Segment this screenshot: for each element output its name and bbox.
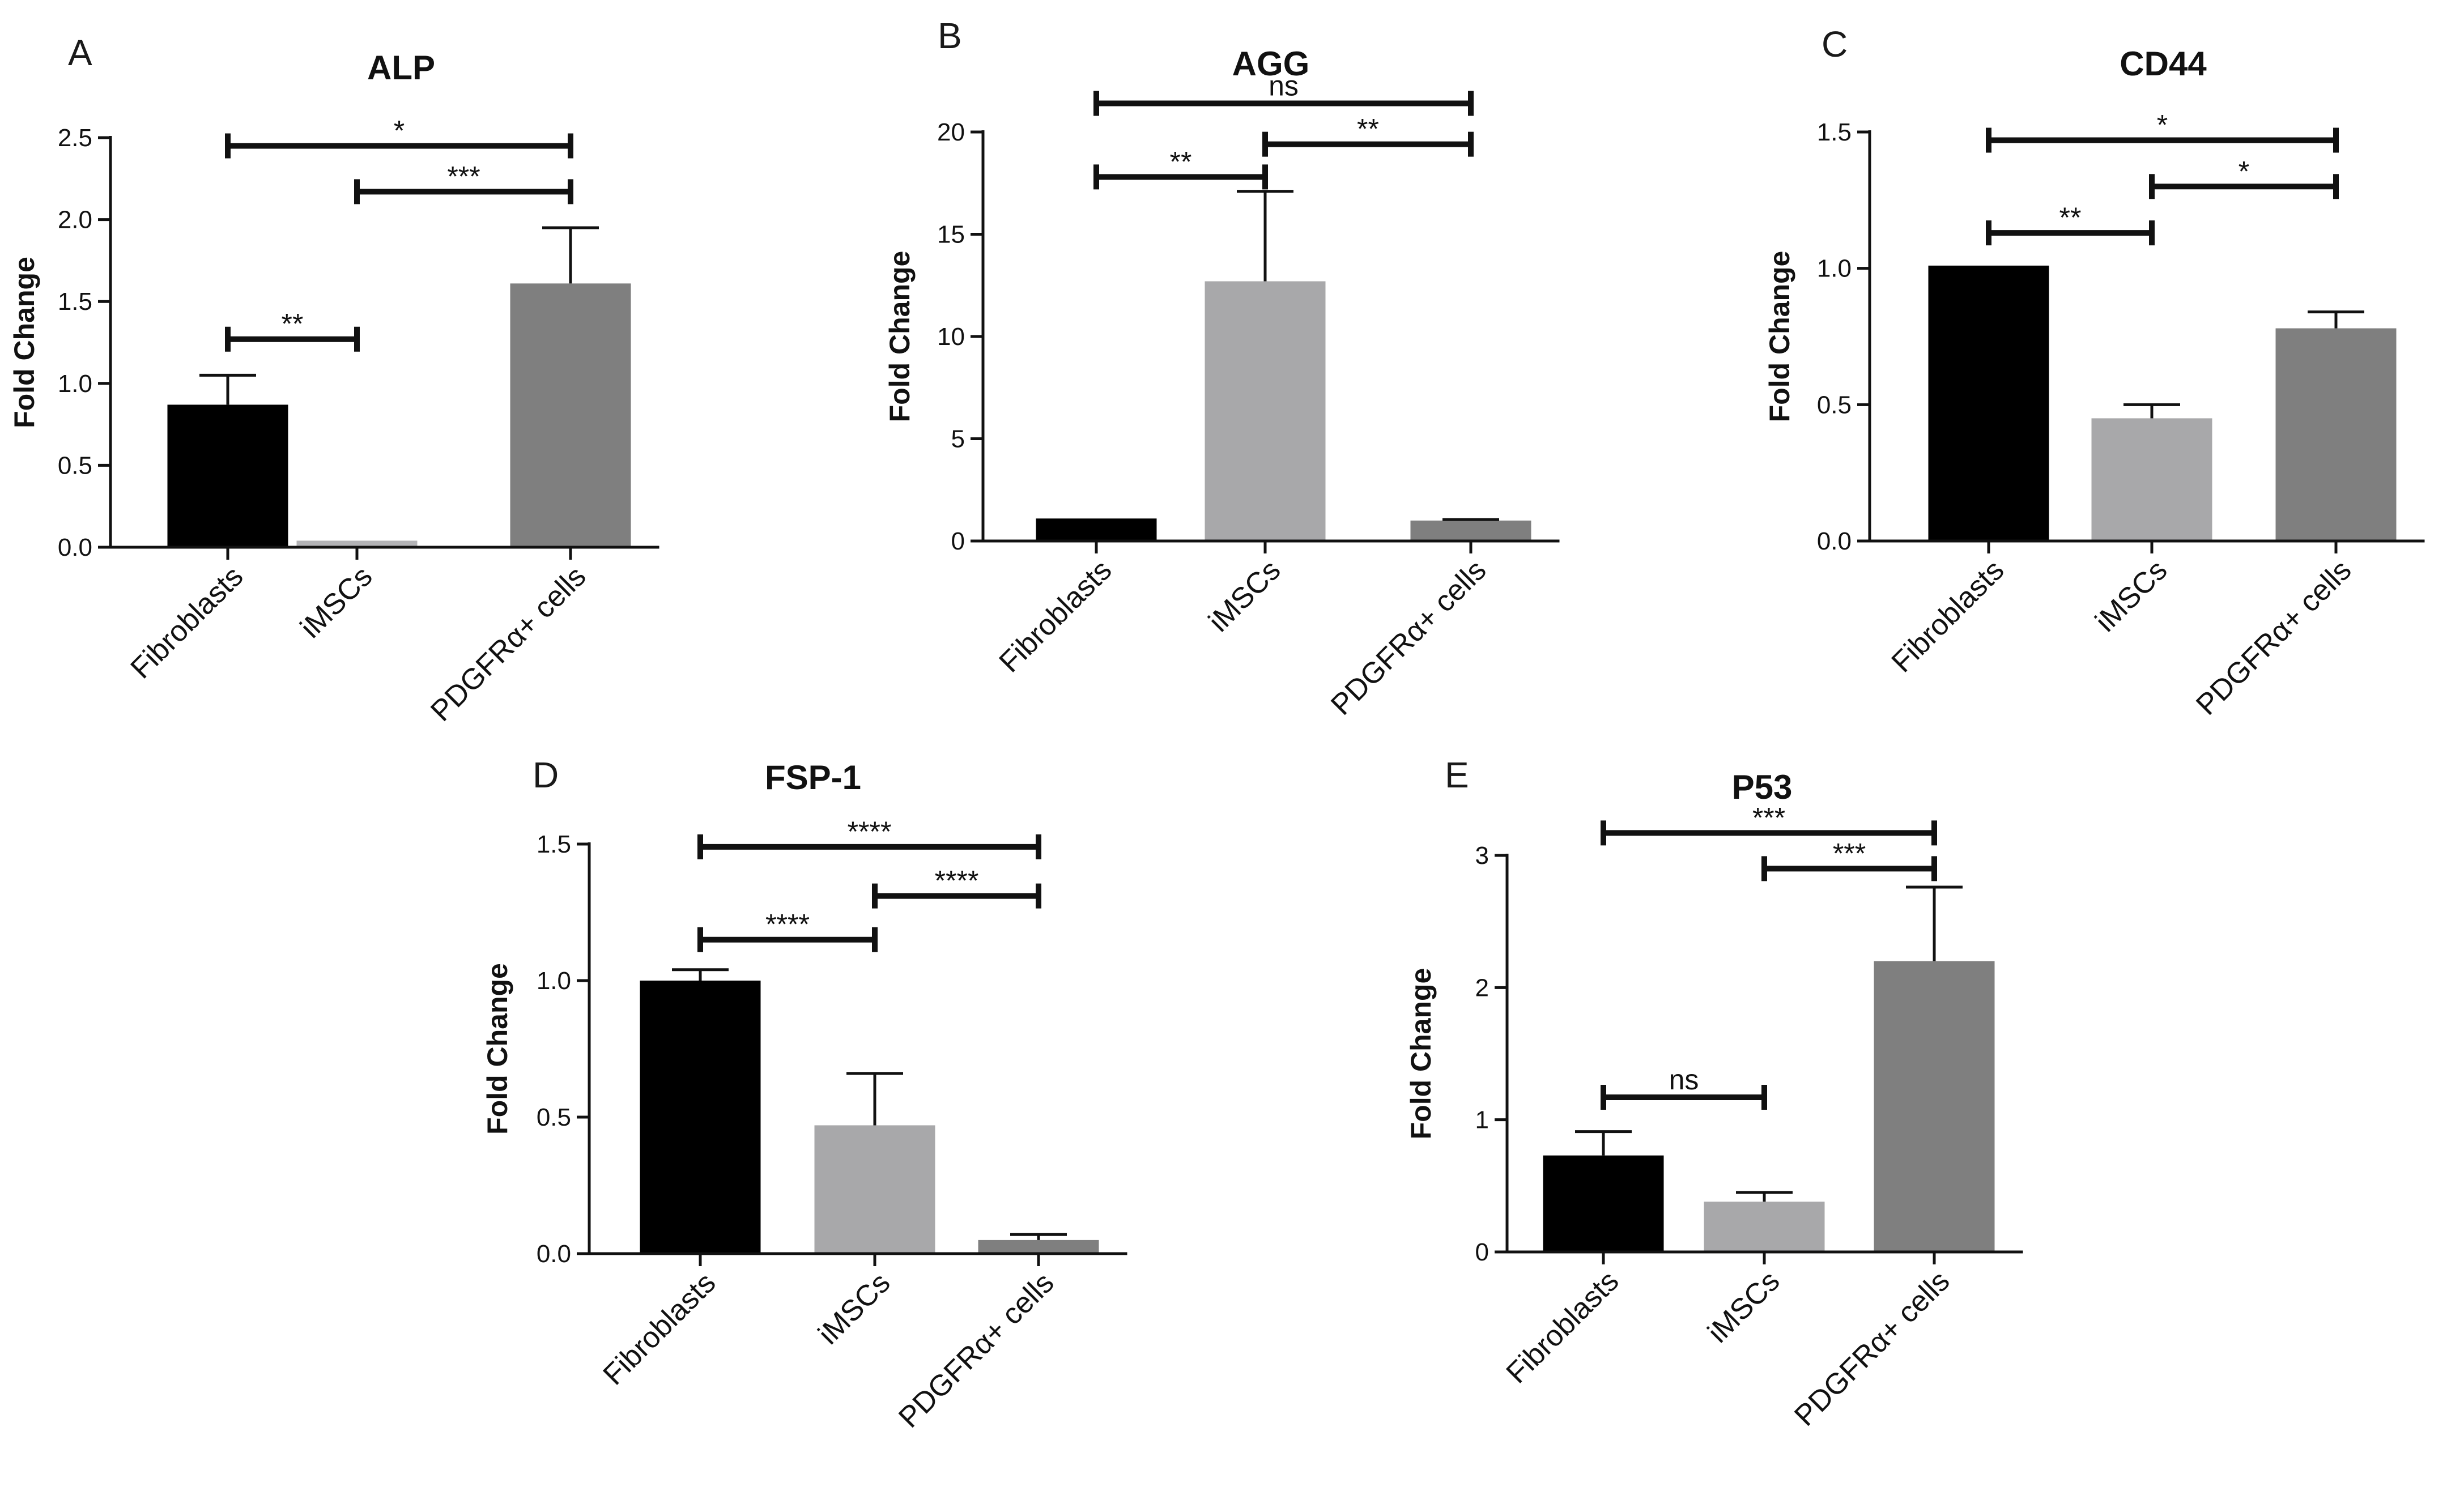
y-tick-label: 1.5 — [58, 288, 92, 316]
significance-label: * — [2239, 155, 2249, 187]
category-label: iMSCs — [294, 560, 378, 644]
category-label: iMSCs — [2089, 553, 2173, 638]
significance-label: ** — [2059, 202, 2082, 233]
chart-panel-b: B AGG Fold Change 0 5 10 15 20 Fibroblasts iMSCs P… — [884, 15, 1560, 722]
chart-panel-a: A ALP Fold Change 0.0 0.5 1.0 1.5 2.0 2.5 Fibrobl… — [8, 32, 659, 728]
significance-label: ** — [1357, 113, 1379, 145]
category-label: Fibroblasts — [1886, 553, 2011, 679]
y-tick-label: 0.5 — [58, 451, 92, 479]
y-axis-label: Fold Change — [884, 251, 916, 423]
y-tick-label: 1.0 — [58, 370, 92, 398]
category-label: iMSCs — [1701, 1264, 1786, 1349]
significance-label: * — [394, 114, 405, 146]
category-label: Fibroblasts — [1500, 1264, 1625, 1390]
category-label: iMSCs — [1202, 553, 1287, 638]
category-label: PDGFRα+ cells — [2190, 553, 2357, 721]
bar-a-1 — [296, 540, 418, 547]
bar-e-1 — [1704, 1202, 1825, 1252]
y-axis-label: Fold Change — [8, 257, 40, 428]
bar-b-0 — [1036, 518, 1157, 541]
significance-label: **** — [935, 865, 979, 897]
panel-letter: B — [938, 15, 962, 56]
significance-label: *** — [1752, 802, 1785, 833]
y-tick-label: 2.0 — [58, 206, 92, 234]
significance-label: **** — [765, 909, 810, 940]
panel-letter: C — [1822, 24, 1848, 65]
significance-label: ** — [1170, 146, 1192, 177]
bar-c-1 — [2091, 418, 2212, 541]
significance-label: *** — [447, 160, 480, 192]
y-tick-label: 2 — [1475, 974, 1489, 1002]
chart-panel-d: D FSP-1 Fold Change 0.0 0.5 1.0 1.5 Fibroblasts… — [482, 755, 1127, 1434]
bar-e-2 — [1874, 961, 1995, 1252]
chart-title: P53 — [1732, 768, 1793, 806]
significance-label: ns — [1669, 1064, 1699, 1096]
y-tick-label: 1.5 — [537, 830, 571, 858]
bar-e-0 — [1543, 1155, 1664, 1252]
category-label: Fibroblasts — [993, 553, 1118, 679]
y-tick-label: 5 — [951, 425, 965, 453]
bar-d-0 — [640, 981, 761, 1254]
panel-letter: D — [533, 755, 559, 795]
y-tick-label: 1.5 — [1817, 118, 1852, 146]
panel-letter: A — [68, 32, 92, 73]
chart-panel-c: C CD44 Fold Change 0.0 0.5 1.0 1.5 Fibroblasts i… — [1764, 24, 2425, 722]
chart-panel-e: E P53 Fold Change 0 1 2 3 Fibroblasts iMSCs PDGFR… — [1405, 755, 2023, 1433]
bar-d-1 — [814, 1125, 935, 1254]
category-label: iMSCs — [812, 1266, 896, 1351]
bar-c-2 — [2275, 328, 2397, 541]
significance-label: **** — [848, 816, 892, 847]
panel-letter: E — [1445, 755, 1469, 795]
bar-d-2 — [978, 1239, 1099, 1254]
category-label: PDGFRα+ cells — [892, 1266, 1060, 1434]
y-axis-label: Fold Change — [482, 963, 513, 1135]
y-tick-label: 0.5 — [1817, 391, 1852, 419]
y-tick-label: 15 — [937, 221, 965, 249]
category-label: PDGFRα+ cells — [1788, 1264, 1956, 1432]
y-tick-label: 10 — [937, 323, 965, 351]
y-tick-label: 0.5 — [537, 1104, 571, 1131]
category-label: Fibroblasts — [125, 560, 250, 685]
y-tick-label: 20 — [937, 118, 965, 146]
y-tick-label: 0.0 — [58, 534, 92, 561]
y-tick-label: 0.0 — [537, 1240, 571, 1268]
category-label: PDGFRα+ cells — [1325, 553, 1492, 721]
chart-title: FSP-1 — [765, 759, 861, 796]
chart-title: ALP — [367, 49, 435, 87]
significance-label: *** — [1833, 837, 1866, 869]
y-tick-label: 0 — [1475, 1238, 1489, 1266]
category-label: Fibroblasts — [597, 1266, 722, 1391]
bar-a-2 — [510, 283, 631, 547]
category-label: PDGFRα+ cells — [424, 560, 592, 727]
bar-a-0 — [167, 404, 288, 547]
y-tick-label: 3 — [1475, 842, 1489, 870]
y-tick-label: 0.0 — [1817, 527, 1852, 555]
significance-label: ns — [1269, 70, 1299, 101]
y-axis-label: Fold Change — [1405, 968, 1437, 1140]
chart-title: AGG — [1232, 45, 1310, 83]
y-tick-label: 0 — [951, 527, 965, 555]
y-tick-label: 1.0 — [537, 967, 571, 995]
y-tick-label: 1 — [1475, 1106, 1489, 1134]
bar-b-1 — [1205, 281, 1326, 541]
bar-c-0 — [1928, 265, 2049, 541]
y-axis-label: Fold Change — [1764, 251, 1795, 423]
significance-label: ** — [282, 308, 304, 340]
chart-title: CD44 — [2120, 45, 2207, 83]
bar-b-2 — [1410, 520, 1531, 541]
significance-label: * — [2157, 109, 2168, 140]
y-tick-label: 2.5 — [58, 124, 92, 152]
y-tick-label: 1.0 — [1817, 255, 1852, 283]
